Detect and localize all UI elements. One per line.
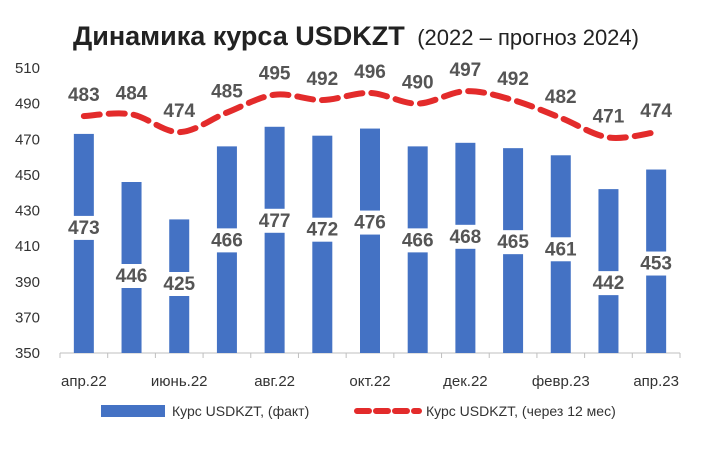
y-tick-label: 450 — [15, 167, 40, 184]
bar-value-label: 468 — [450, 227, 482, 248]
x-tick-label: авг.22 — [254, 373, 295, 390]
bar-value-label: 472 — [306, 220, 338, 241]
line-value-label: 471 — [593, 106, 625, 127]
bar-label-bg — [158, 272, 201, 296]
x-tick-label: апр.23 — [633, 373, 679, 390]
y-tick-label: 410 — [15, 238, 40, 255]
bar-value-label: 461 — [545, 239, 577, 260]
bar-value-label: 466 — [402, 230, 434, 251]
line-value-label: 483 — [68, 85, 100, 106]
bar — [264, 126, 285, 353]
line-value-label: 474 — [640, 101, 672, 122]
line-value-label: 492 — [306, 69, 338, 90]
chart-title-main: Динамика курса USDKZT — [73, 21, 405, 51]
x-tick-label: апр.22 — [61, 373, 107, 390]
line-value-label: 492 — [497, 69, 529, 90]
line-value-label: 474 — [163, 101, 195, 122]
bar-label-bg — [587, 271, 630, 296]
legend-bar-label: Курс USDKZT, (факт) — [172, 403, 309, 419]
bar-value-label: 466 — [211, 230, 243, 251]
y-tick-label: 430 — [15, 203, 40, 220]
bar — [312, 135, 333, 353]
x-tick-label: февр.23 — [532, 373, 590, 390]
bar — [73, 133, 94, 353]
y-tick-label: 370 — [15, 309, 40, 326]
bar-label-bg — [205, 228, 248, 253]
y-tick-label: 470 — [15, 131, 40, 148]
data-labels: 473 446 425 466 477 472 476 466 468 465 461 442 453 4… — [62, 60, 678, 296]
forecast-line — [80, 88, 660, 141]
bar-value-label: 465 — [497, 232, 529, 253]
x-tick-label: окт.22 — [349, 373, 390, 390]
y-tick-label: 350 — [15, 345, 40, 362]
bar-label-bg — [253, 208, 296, 233]
x-tick-label: июнь.22 — [151, 373, 208, 390]
chart-title-sub: (2022 – прогноз 2024) — [417, 25, 639, 50]
chart-title: Динамика курса USDKZT (2022 – прогноз 20… — [73, 21, 639, 51]
bar-label-bg — [444, 224, 487, 249]
bar-value-label: 442 — [593, 273, 625, 294]
y-tick-label: 390 — [15, 274, 40, 291]
line-value-label: 485 — [211, 82, 243, 103]
y-tick-label: 510 — [15, 60, 40, 77]
line-value-label: 490 — [402, 73, 434, 94]
bar — [598, 189, 619, 353]
bar-value-label: 473 — [68, 218, 100, 239]
x-tick-label: дек.22 — [443, 373, 488, 390]
bar-label-bg — [396, 228, 439, 253]
bar-label-bg — [635, 251, 678, 276]
line-value-label: 497 — [450, 60, 482, 81]
bar-label-bg — [110, 264, 153, 288]
bar-value-label: 477 — [259, 211, 291, 232]
bar-value-label: 425 — [163, 274, 195, 295]
bar-label-bg — [349, 210, 391, 235]
bar — [360, 128, 380, 353]
bar-label-bg — [301, 217, 344, 242]
bar-label-bg — [539, 237, 582, 262]
bar-label-bg — [62, 215, 105, 240]
y-axis: 350 370 390 410 430 450 470 490 510 — [15, 60, 40, 362]
line-series — [80, 88, 660, 141]
line-value-label: 484 — [116, 83, 148, 104]
legend: Курс USDKZT, (факт) Курс USDKZT, (через 1… — [101, 403, 616, 419]
bar-value-label: 446 — [116, 266, 148, 287]
line-value-label: 482 — [545, 87, 577, 108]
legend-bar-swatch — [101, 405, 165, 417]
bar-label-bg — [492, 230, 535, 255]
bar-value-label: 453 — [640, 254, 672, 275]
bar-value-label: 476 — [354, 213, 386, 234]
line-value-label: 496 — [354, 62, 386, 83]
y-tick-label: 490 — [15, 96, 40, 113]
legend-line-label: Курс USDKZT, (через 12 мес) — [426, 403, 616, 419]
x-axis: апр.22 июнь.22 авг.22 окт.22 дек.22 февр.23 ап… — [59, 352, 681, 390]
line-value-label: 495 — [259, 64, 291, 85]
